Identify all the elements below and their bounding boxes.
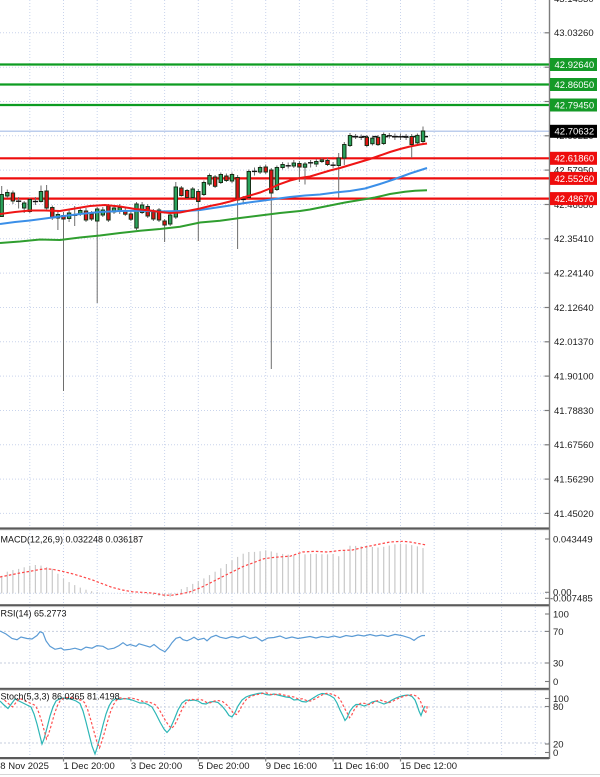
svg-text:80: 80 [553, 702, 564, 713]
svg-text:1 Dec 20:00: 1 Dec 20:00 [64, 761, 115, 772]
svg-text:30: 30 [553, 658, 564, 669]
svg-text:42.35410: 42.35410 [554, 234, 594, 245]
svg-text:42.70632: 42.70632 [555, 127, 595, 138]
svg-text:42.01370: 42.01370 [554, 337, 594, 348]
svg-text:42.92640: 42.92640 [555, 60, 595, 71]
svg-text:42.24140: 42.24140 [554, 269, 594, 280]
svg-text:41.78830: 41.78830 [554, 406, 594, 417]
svg-text:41.90100: 41.90100 [554, 372, 594, 383]
svg-text:42.55260: 42.55260 [555, 174, 595, 185]
svg-text:MACD(12,26,9) 0.032248 0.03618: MACD(12,26,9) 0.032248 0.036187 [1, 534, 144, 544]
svg-text:3 Dec 20:00: 3 Dec 20:00 [131, 761, 182, 772]
svg-text:42.79450: 42.79450 [555, 100, 595, 111]
svg-text:100: 100 [553, 609, 569, 620]
svg-text:100: 100 [553, 694, 569, 705]
svg-text:42.57950: 42.57950 [554, 166, 594, 177]
svg-text:-0.007485: -0.007485 [550, 594, 593, 605]
svg-text:20: 20 [553, 739, 564, 750]
svg-text:RSI(14) 65.2773: RSI(14) 65.2773 [1, 608, 67, 618]
svg-text:42.12640: 42.12640 [554, 303, 594, 314]
svg-text:11 Dec 16:00: 11 Dec 16:00 [333, 761, 389, 772]
svg-text:42.46680: 42.46680 [554, 200, 594, 211]
svg-text:5 Dec 20:00: 5 Dec 20:00 [198, 761, 249, 772]
svg-text:42.61860: 42.61860 [555, 154, 595, 165]
svg-text:Stoch(5,3,3) 86.0365 81.4198: Stoch(5,3,3) 86.0365 81.4198 [1, 691, 120, 701]
svg-text:0: 0 [553, 748, 558, 759]
svg-text:41.67560: 41.67560 [554, 440, 594, 451]
svg-text:0: 0 [553, 677, 558, 688]
svg-text:28 Nov 2025: 28 Nov 2025 [0, 761, 49, 772]
svg-text:42.86050: 42.86050 [555, 80, 595, 91]
svg-text:43.14530: 43.14530 [554, 0, 594, 5]
svg-text:42.48670: 42.48670 [555, 194, 595, 205]
svg-text:0.043449: 0.043449 [553, 534, 593, 545]
svg-text:70: 70 [553, 627, 564, 638]
svg-text:9 Dec 16:00: 9 Dec 16:00 [266, 761, 317, 772]
svg-text:15 Dec 12:00: 15 Dec 12:00 [401, 761, 458, 772]
svg-text:41.56290: 41.56290 [554, 475, 594, 486]
svg-text:43.03260: 43.03260 [554, 28, 594, 39]
svg-text:41.45020: 41.45020 [554, 509, 594, 520]
svg-text:0.00: 0.00 [553, 588, 572, 599]
